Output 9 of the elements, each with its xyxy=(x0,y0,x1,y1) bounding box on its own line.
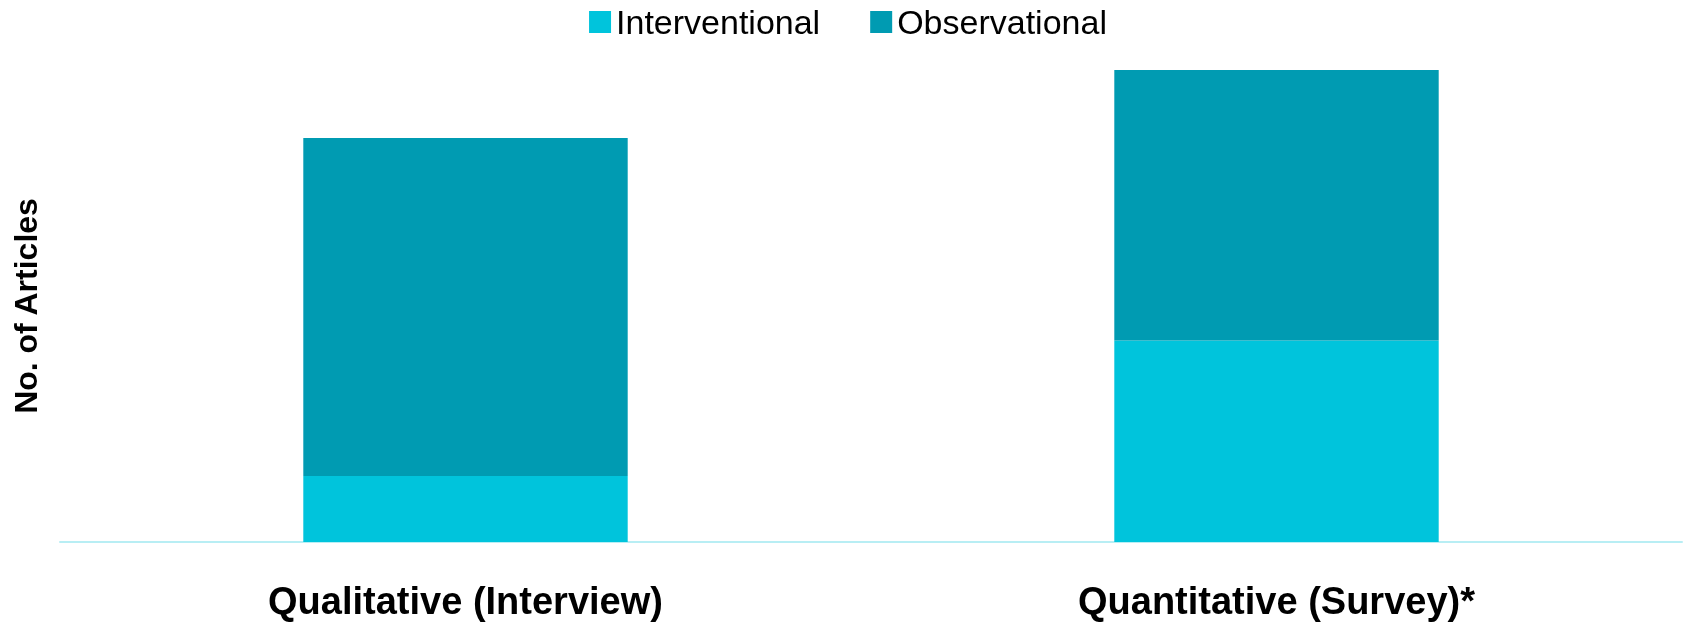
bar xyxy=(303,475,628,542)
bar xyxy=(1114,70,1439,341)
y-axis-title: No. of Articles xyxy=(8,198,44,414)
legend-label: Interventional xyxy=(616,3,821,41)
legend-label: Observational xyxy=(897,3,1107,41)
bar xyxy=(1114,340,1439,542)
x-tick-label: Quantitative (Survey)* xyxy=(1078,580,1476,622)
x-tick-label: Qualitative (Interview) xyxy=(268,580,663,622)
bar xyxy=(303,137,628,476)
